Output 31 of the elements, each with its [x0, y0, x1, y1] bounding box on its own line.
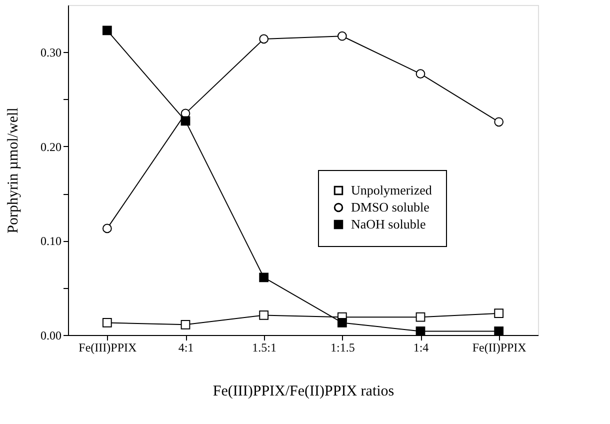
point	[416, 312, 426, 322]
point	[259, 272, 269, 282]
point	[102, 318, 112, 328]
point	[337, 318, 347, 328]
x-tick-label: 1:4	[413, 340, 429, 354]
point	[102, 224, 112, 234]
point	[494, 326, 504, 336]
legend-label: Unpolymerized	[351, 182, 432, 198]
legend-label: DMSO soluble	[351, 200, 430, 214]
point	[494, 308, 504, 318]
point	[494, 117, 504, 127]
point	[259, 310, 269, 320]
point	[102, 26, 112, 36]
x-tick-label: 1:1.5	[330, 340, 355, 354]
point	[416, 326, 426, 336]
point	[416, 69, 426, 79]
point	[337, 31, 347, 41]
y-axis-title: Porphyrin µmol/well	[6, 108, 22, 234]
y-tick-label: 0.30	[40, 46, 62, 60]
x-tick-label: 1.5:1	[252, 340, 277, 354]
x-tick-label: Fe(III)PPIX	[78, 340, 137, 354]
x-tick-label: 4:1	[178, 340, 194, 354]
x-axis-title: Fe(III)PPIX/Fe(II)PPIX ratios	[212, 384, 394, 400]
x-tick-label: Fe(II)PPIX	[472, 340, 527, 354]
y-tick-label: 0.20	[40, 140, 62, 154]
point	[259, 34, 269, 44]
point	[180, 116, 190, 126]
legend-label: NaOH soluble	[351, 216, 426, 232]
y-tick-label: 0.10	[40, 234, 62, 248]
y-tick-label: 0.00	[40, 328, 62, 342]
point	[180, 320, 190, 330]
